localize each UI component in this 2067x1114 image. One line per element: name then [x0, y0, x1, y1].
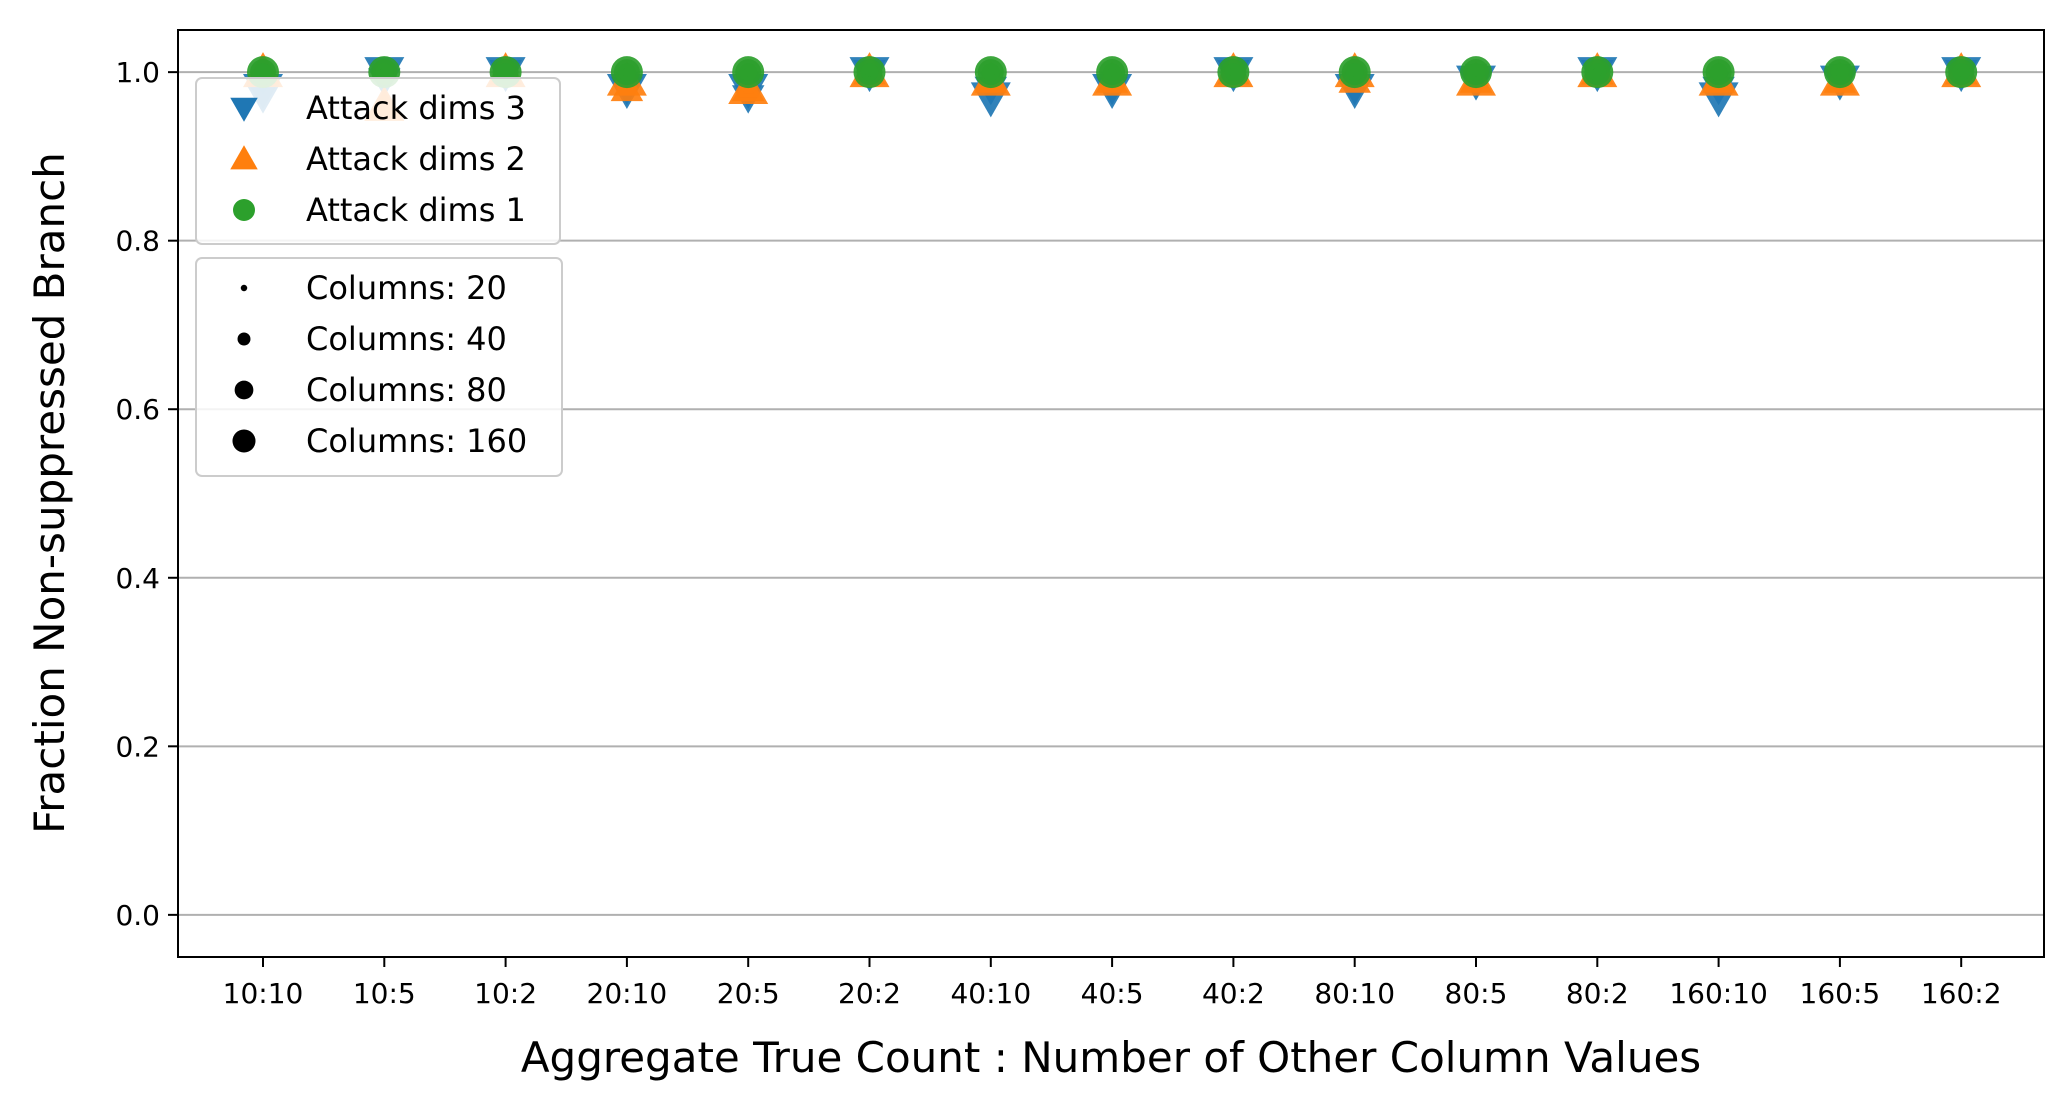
data-point	[1350, 67, 1360, 77]
x-tick-label: 160:2	[1921, 977, 2002, 1010]
x-tick-label: 80:2	[1566, 977, 1629, 1010]
data-point	[1592, 67, 1602, 77]
x-tick-label: 40:10	[950, 977, 1031, 1010]
legend-marker	[240, 284, 248, 292]
data-point	[1228, 67, 1238, 77]
legend-label: Attack dims 1	[306, 191, 526, 229]
y-tick-label: 0.0	[115, 899, 160, 932]
legend-marker	[237, 332, 251, 346]
data-point	[743, 67, 753, 77]
x-axis-label: Aggregate True Count : Number of Other C…	[521, 1033, 1701, 1082]
x-tick-label: 20:5	[717, 977, 780, 1010]
y-tick-label: 0.2	[115, 730, 160, 763]
data-point	[501, 67, 511, 77]
legend-marker	[233, 199, 255, 221]
data-point	[622, 67, 632, 77]
legend-label: Columns: 80	[306, 371, 507, 409]
data-point	[865, 67, 874, 77]
x-tick-label: 20:2	[838, 977, 901, 1010]
x-tick-label: 10:2	[474, 977, 537, 1010]
x-tick-label: 160:5	[1800, 977, 1881, 1010]
legend-marker	[232, 429, 256, 453]
x-tick-label: 10:5	[353, 977, 416, 1010]
legend-marker	[230, 97, 258, 122]
data-point	[379, 67, 389, 77]
data-point	[258, 67, 268, 77]
legend-layer: Attack dims 3 Attack dims 2 Attack dims 1 C…	[195, 77, 563, 477]
x-tick-label: 10:10	[223, 977, 304, 1010]
x-tick-label: 80:10	[1314, 977, 1395, 1010]
data-point	[1471, 67, 1481, 77]
y-tick-label: 1.0	[115, 56, 160, 89]
y-axis-label: Fraction Non-suppressed Branch	[25, 152, 74, 834]
data-point	[1835, 67, 1845, 77]
x-tick-label: 40:2	[1202, 977, 1265, 1010]
x-tick-label: 80:5	[1445, 977, 1508, 1010]
legend-marker	[230, 145, 258, 170]
legend-label: Attack dims 3	[306, 89, 526, 127]
y-tick-label: 0.8	[115, 225, 160, 258]
legend-label: Columns: 20	[306, 269, 507, 307]
legend-label: Columns: 40	[306, 320, 507, 358]
marks-layer	[243, 52, 1982, 121]
data-point	[1714, 67, 1724, 77]
y-tick-label: 0.4	[115, 562, 160, 595]
y-tick-label: 0.6	[115, 393, 160, 426]
legend-box	[195, 77, 561, 245]
data-point	[1107, 67, 1117, 77]
data-point	[986, 67, 996, 77]
x-tick-label: 160:10	[1669, 977, 1768, 1010]
plot-frame	[177, 29, 2045, 958]
legend-box	[195, 257, 563, 477]
legend-label: Attack dims 2	[306, 140, 526, 178]
x-tick-label: 40:5	[1081, 977, 1144, 1010]
legend-marker	[234, 380, 254, 400]
ticks-layer: 0.0 0.2 0.4 0.6 0.8 1.0 10:10 10:5 10:2 20:10 20:5…	[115, 56, 2001, 1010]
legend-label: Columns: 160	[306, 422, 527, 460]
data-point	[742, 83, 754, 94]
x-tick-label: 20:10	[587, 977, 668, 1010]
data-point	[1956, 67, 1966, 77]
